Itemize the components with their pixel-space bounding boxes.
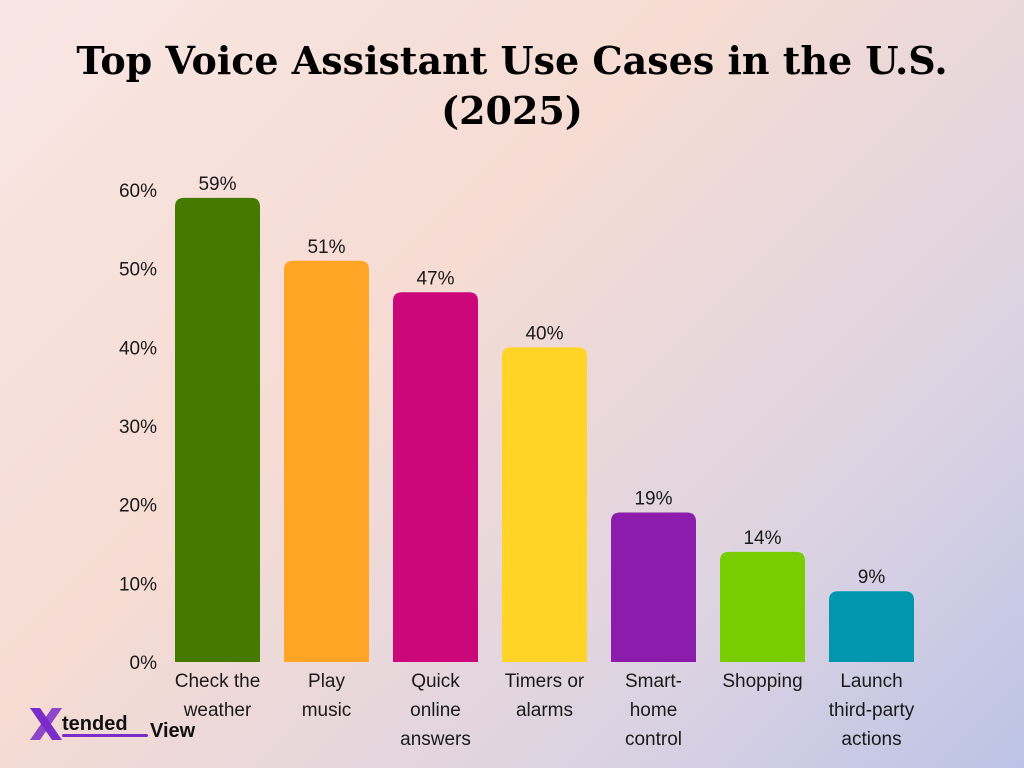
x-category-label-line: Timers or (505, 671, 585, 692)
x-category-label-line: Launch (840, 671, 902, 692)
y-tick-label: 10% (119, 574, 157, 595)
x-category-label: Smart-home control (625, 671, 682, 750)
bar-value-label: 47% (416, 268, 454, 289)
bar-value-label: 9% (858, 567, 886, 588)
chart-title-line-2: (2025) (441, 88, 583, 133)
x-category-label: Timers or alarms (505, 671, 585, 721)
bar (284, 260, 369, 662)
x-category-label: Quick online answers (400, 671, 471, 750)
bar (829, 591, 914, 662)
bar-value-label: 40% (525, 323, 563, 344)
bar-value-label: 19% (634, 489, 672, 510)
x-category-label: Check the weather (175, 671, 261, 721)
bar (502, 347, 587, 662)
x-category-label: Launch third-party actions (829, 671, 915, 750)
bar-value-label: 14% (743, 528, 781, 549)
bar (720, 551, 805, 662)
bar-value-label: 59% (198, 174, 236, 195)
bar (611, 512, 696, 662)
logo-text-tended: tended (62, 713, 128, 735)
x-category-label-line: actions (841, 729, 901, 750)
bar (175, 197, 260, 662)
x-category-label-line: home (630, 700, 678, 721)
x-category-label-line: weather (183, 700, 252, 721)
x-category-label: Shopping (722, 671, 802, 692)
x-category-label-line: answers (400, 729, 471, 750)
x-axis-labels: Check the weather Play music Quick online answ… (175, 671, 915, 750)
x-category-label-line: third-party (829, 700, 915, 721)
bar-value-label: 51% (307, 237, 345, 258)
y-tick-label: 20% (119, 496, 157, 517)
x-category-label-line: Play (308, 671, 345, 692)
x-category-label-line: Smart- (625, 671, 682, 692)
data-labels-group: 59% 51% 47% 40% 19% 14% 9% (198, 174, 885, 588)
x-category-label-line: control (625, 729, 682, 750)
bars-group (175, 197, 914, 662)
x-category-label-line: Check the (175, 671, 261, 692)
chart-title: Top Voice Assistant Use Cases in the U.S… (0, 36, 1024, 136)
bar (393, 292, 478, 662)
logo-text-view: View (150, 720, 196, 742)
y-tick-label: 60% (119, 181, 157, 202)
x-category-label-line: Quick (411, 671, 460, 692)
x-category-label-line: alarms (516, 700, 573, 721)
y-tick-label: 40% (119, 338, 157, 359)
xtendedview-logo: tended View (28, 704, 228, 744)
y-tick-label: 50% (119, 260, 157, 281)
y-tick-label: 30% (119, 417, 157, 438)
y-axis: 0% 10% 20% 30% 40% 50% 60% (119, 181, 157, 674)
x-category-label-line: music (302, 700, 352, 721)
x-category-label-line: online (410, 700, 461, 721)
x-category-label-line: Shopping (722, 671, 802, 692)
x-category-label: Play music (302, 671, 352, 721)
y-tick-label: 0% (130, 653, 158, 674)
logo-mark: tended View (30, 708, 196, 742)
chart-title-line-1: Top Voice Assistant Use Cases in the U.S… (76, 38, 948, 83)
